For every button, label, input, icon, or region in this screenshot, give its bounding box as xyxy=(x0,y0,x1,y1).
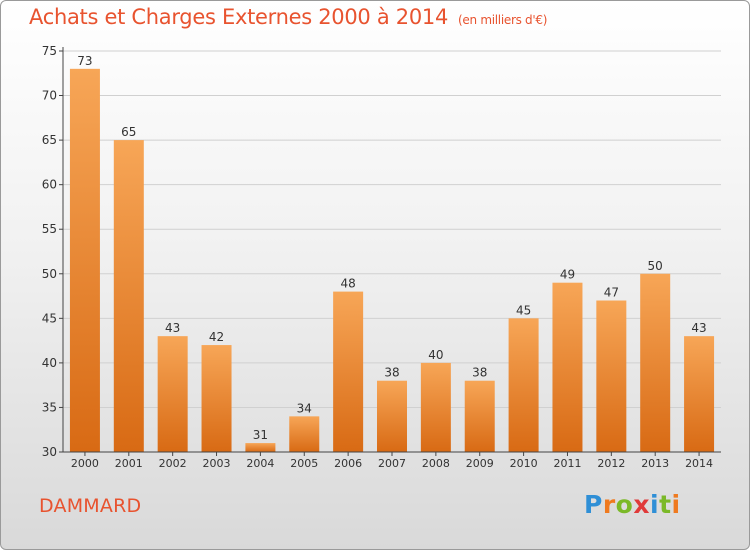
logo-letter: P xyxy=(584,490,603,519)
bar-2011 xyxy=(552,282,583,452)
bar-2008 xyxy=(420,362,451,452)
value-label-2014: 43 xyxy=(691,321,706,335)
x-tick-label-2014: 2014 xyxy=(685,457,713,470)
x-tick-label-2002: 2002 xyxy=(159,457,187,470)
value-label-2007: 38 xyxy=(384,366,399,380)
bar-2012 xyxy=(596,300,627,452)
x-tick-label-2006: 2006 xyxy=(334,457,362,470)
logo-letter: x xyxy=(633,490,650,519)
value-label-2004: 31 xyxy=(253,428,268,442)
chart-title: Achats et Charges Externes 2000 à 2014 (e… xyxy=(29,5,547,29)
logo-letter: i xyxy=(671,490,681,519)
proxiti-logo: Proxiti xyxy=(584,490,681,519)
value-label-2011: 49 xyxy=(560,268,575,282)
bars xyxy=(69,68,715,453)
x-tick-label-2000: 2000 xyxy=(71,457,99,470)
bar-2010 xyxy=(508,318,539,452)
y-tick-label: 50 xyxy=(42,267,57,281)
bar-2000 xyxy=(69,68,100,453)
location-name: DAMMARD xyxy=(39,495,142,517)
x-tick-label-2008: 2008 xyxy=(422,457,450,470)
value-label-2005: 34 xyxy=(297,401,312,415)
value-label-2009: 38 xyxy=(472,366,487,380)
x-tick-label-2001: 2001 xyxy=(115,457,143,470)
value-label-2002: 43 xyxy=(165,321,180,335)
x-tick-label-2010: 2010 xyxy=(510,457,538,470)
value-label-2003: 42 xyxy=(209,330,224,344)
logo-letter: o xyxy=(615,490,634,519)
y-tick-label: 30 xyxy=(42,445,57,459)
x-tick-label-2007: 2007 xyxy=(378,457,406,470)
value-label-2001: 65 xyxy=(121,125,136,139)
bar-2002 xyxy=(157,336,188,452)
x-tick-label-2009: 2009 xyxy=(466,457,494,470)
bar-2007 xyxy=(377,380,407,452)
bar-2013 xyxy=(640,273,671,452)
logo-letter: i xyxy=(650,490,660,519)
value-label-2008: 40 xyxy=(428,348,443,362)
x-tick-label-2004: 2004 xyxy=(246,457,274,470)
value-label-2000: 73 xyxy=(77,54,92,68)
bar-2001 xyxy=(113,140,144,452)
bar-2005 xyxy=(289,416,320,452)
logo-letter: t xyxy=(659,490,672,519)
bar-2003 xyxy=(201,345,232,452)
y-tick-label: 45 xyxy=(42,311,57,325)
y-tick-label: 40 xyxy=(42,356,57,370)
y-tick-label: 70 xyxy=(42,89,57,103)
axes xyxy=(59,47,721,456)
y-tick-label: 55 xyxy=(42,222,57,236)
x-tick-label-2012: 2012 xyxy=(597,457,625,470)
value-label-2006: 48 xyxy=(340,277,355,291)
y-tick-label: 75 xyxy=(42,44,57,58)
logo-letter: r xyxy=(602,490,616,519)
labels: 30 35 40 45 50 55 60 65 70 75 73 2000 65 2001 43 2002 42… xyxy=(42,44,713,470)
y-tick-label: 60 xyxy=(42,178,57,192)
y-tick-label: 65 xyxy=(42,133,57,147)
value-label-2013: 50 xyxy=(648,259,663,273)
bar-2004 xyxy=(245,443,276,452)
value-label-2012: 47 xyxy=(604,286,619,300)
chart-title-text: Achats et Charges Externes 2000 à 2014 xyxy=(29,5,449,29)
x-tick-label-2013: 2013 xyxy=(641,457,669,470)
x-tick-label-2005: 2005 xyxy=(290,457,318,470)
y-tick-label: 35 xyxy=(42,400,57,414)
bar-2009 xyxy=(464,380,495,452)
value-label-2010: 45 xyxy=(516,303,531,317)
x-tick-label-2003: 2003 xyxy=(203,457,231,470)
chart-subtitle: (en milliers d'€) xyxy=(458,13,548,27)
x-tick-label-2011: 2011 xyxy=(553,457,581,470)
bar-2006 xyxy=(333,291,364,452)
bar-2014 xyxy=(684,336,715,452)
